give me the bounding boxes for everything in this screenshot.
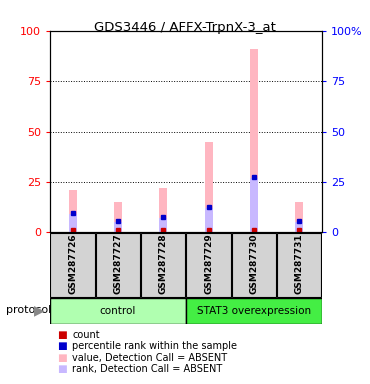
Text: STAT3 overexpression: STAT3 overexpression (197, 306, 311, 316)
Bar (141, 233, 185, 297)
Bar (232, 233, 276, 297)
Text: GDS3446 / AFFX-TrpnX-3_at: GDS3446 / AFFX-TrpnX-3_at (94, 21, 276, 34)
Bar (114, 222, 122, 232)
Text: GSM287727: GSM287727 (114, 233, 122, 294)
Bar (114, 202, 122, 232)
Text: ■: ■ (57, 341, 67, 351)
Bar (159, 218, 167, 232)
Text: value, Detection Call = ABSENT: value, Detection Call = ABSENT (72, 353, 227, 363)
Text: GSM287731: GSM287731 (295, 233, 304, 294)
Bar (295, 202, 303, 232)
Text: rank, Detection Call = ABSENT: rank, Detection Call = ABSENT (72, 364, 222, 374)
Text: control: control (100, 306, 136, 316)
Bar (50, 233, 95, 297)
Bar (96, 233, 140, 297)
Bar (277, 233, 322, 297)
Bar (159, 188, 167, 232)
Bar (295, 222, 303, 232)
Text: GSM287728: GSM287728 (159, 233, 168, 294)
Text: GSM287726: GSM287726 (68, 233, 77, 294)
Text: count: count (72, 330, 100, 340)
Text: GSM287730: GSM287730 (249, 233, 258, 294)
Bar (186, 233, 231, 297)
Bar (250, 178, 258, 232)
Text: ■: ■ (57, 330, 67, 340)
Bar (68, 190, 77, 232)
Text: ■: ■ (57, 364, 67, 374)
Bar (50, 298, 186, 324)
Bar (205, 208, 213, 232)
Text: ▶: ▶ (34, 303, 44, 317)
Text: ■: ■ (57, 353, 67, 363)
Bar (68, 214, 77, 232)
Bar (205, 142, 213, 232)
Text: protocol: protocol (6, 305, 51, 315)
Bar (186, 298, 322, 324)
Text: percentile rank within the sample: percentile rank within the sample (72, 341, 237, 351)
Text: GSM287729: GSM287729 (204, 233, 213, 294)
Bar (250, 49, 258, 232)
